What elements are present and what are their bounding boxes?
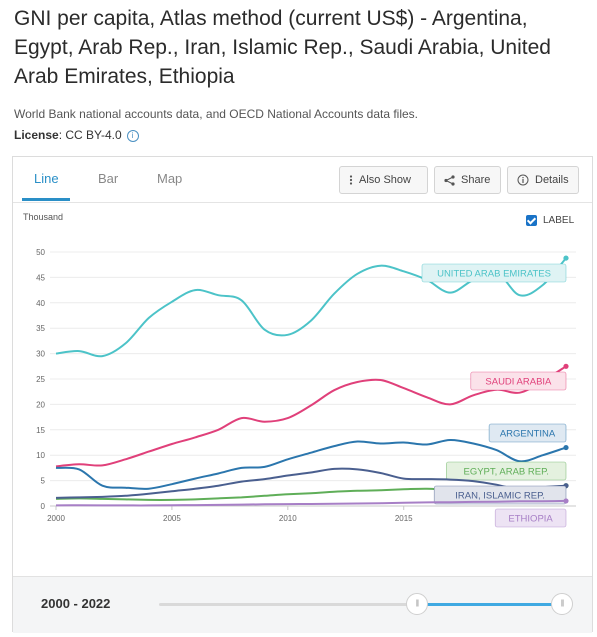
tab-bar[interactable]: Bar [98,171,119,186]
y-tick-label: 25 [36,375,45,384]
series-line [55,438,567,490]
series-end-marker [563,363,569,369]
series-label: ETHIOPIA [508,514,553,525]
label-checkbox[interactable] [526,215,537,226]
series-label: EGYPT, ARAB REP. [464,467,549,478]
y-tick-label: 5 [41,477,46,486]
series-label: SAUDI ARABIA [485,377,552,388]
series-label: IRAN, ISLAMIC REP. [455,491,545,502]
info-icon[interactable]: i [126,129,139,142]
tab-map[interactable]: Map [157,171,183,186]
y-tick-label: 0 [41,502,46,511]
series-label-box [470,371,567,391]
series-label-box [421,263,567,283]
source-text: World Bank national accounts data, and O… [14,107,419,121]
series-line [55,499,567,507]
label-toggle[interactable]: LABEL [526,215,574,226]
line-chart: Thousand 0 5 10 15 20 25 30 35 40 45 50 2000 2005 2010… [23,212,576,528]
year-slider-start-handle[interactable]: ||| [405,593,428,615]
series-line [55,467,567,499]
more-vertical-icon [349,175,353,185]
active-tab-indicator [22,198,70,201]
year-slider-track[interactable] [159,603,562,606]
series-label: UNITED ARAB EMIRATES [437,269,551,280]
series-end-marker [563,255,569,261]
x-tick-label: 2015 [395,514,413,523]
tab-line[interactable]: Line [34,171,59,186]
year-slider-end-handle[interactable]: ||| [551,593,573,615]
y-tick-label: 35 [36,324,45,333]
license-line: License: CC BY-4.0 i [14,128,139,142]
details-button[interactable]: Details [507,166,579,194]
time-range-footer: 2000 - 2022 ||| ||| [13,576,592,633]
y-tick-label: 15 [36,426,45,435]
y-tick-label: 30 [36,350,45,359]
license-label: License [14,128,59,142]
y-tick-label: 45 [36,273,45,282]
year-range-label: 2000 - 2022 [41,596,111,611]
x-tick-label: 2005 [163,514,181,523]
y-tick-label: 40 [36,299,45,308]
series-label-box [494,508,567,528]
chart-tabs: Line Bar Map Also Show Share Details [13,157,592,203]
chart-panel: Line Bar Map Also Show Share Details LAB… [12,156,594,633]
x-tick-label: 2010 [279,514,297,523]
series-label: ARGENTINA [500,429,556,440]
also-show-label: Also Show [359,174,411,186]
page-title: GNI per capita, Atlas method (current US… [14,7,551,88]
x-tick-label: 2000 [47,514,65,523]
label-toggle-text: LABEL [543,215,575,226]
series-end-marker [563,498,569,504]
series-label-box [488,423,567,443]
year-slider-selection [416,603,562,606]
share-button[interactable]: Share [434,166,501,194]
series-label-box [433,485,567,505]
series-line [55,365,567,468]
license-value: : CC BY-4.0 [58,128,122,142]
y-tick-label: 20 [36,400,45,409]
y-axis-unit-label: Thousand [23,212,63,222]
y-tick-label: 50 [36,248,45,257]
series-label-box [446,461,567,481]
chart-area: LABEL Thousand 0 5 10 15 20 25 30 35 40 45 50 2000 20… [13,203,594,573]
series-end-marker [563,444,569,451]
info-circle-icon [517,174,529,186]
share-label: Share [461,174,491,186]
y-tick-label: 10 [36,451,45,460]
share-icon [444,174,455,186]
details-label: Details [535,174,569,186]
also-show-button[interactable]: Also Show [339,166,428,194]
